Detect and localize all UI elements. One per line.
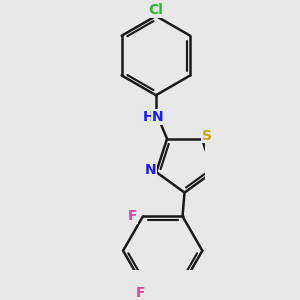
Text: N: N	[145, 163, 156, 177]
Text: N: N	[152, 110, 164, 124]
Text: S: S	[202, 129, 212, 143]
Text: F: F	[128, 209, 138, 224]
Text: Cl: Cl	[148, 3, 164, 17]
Text: H: H	[143, 110, 154, 124]
Text: F: F	[136, 286, 146, 300]
